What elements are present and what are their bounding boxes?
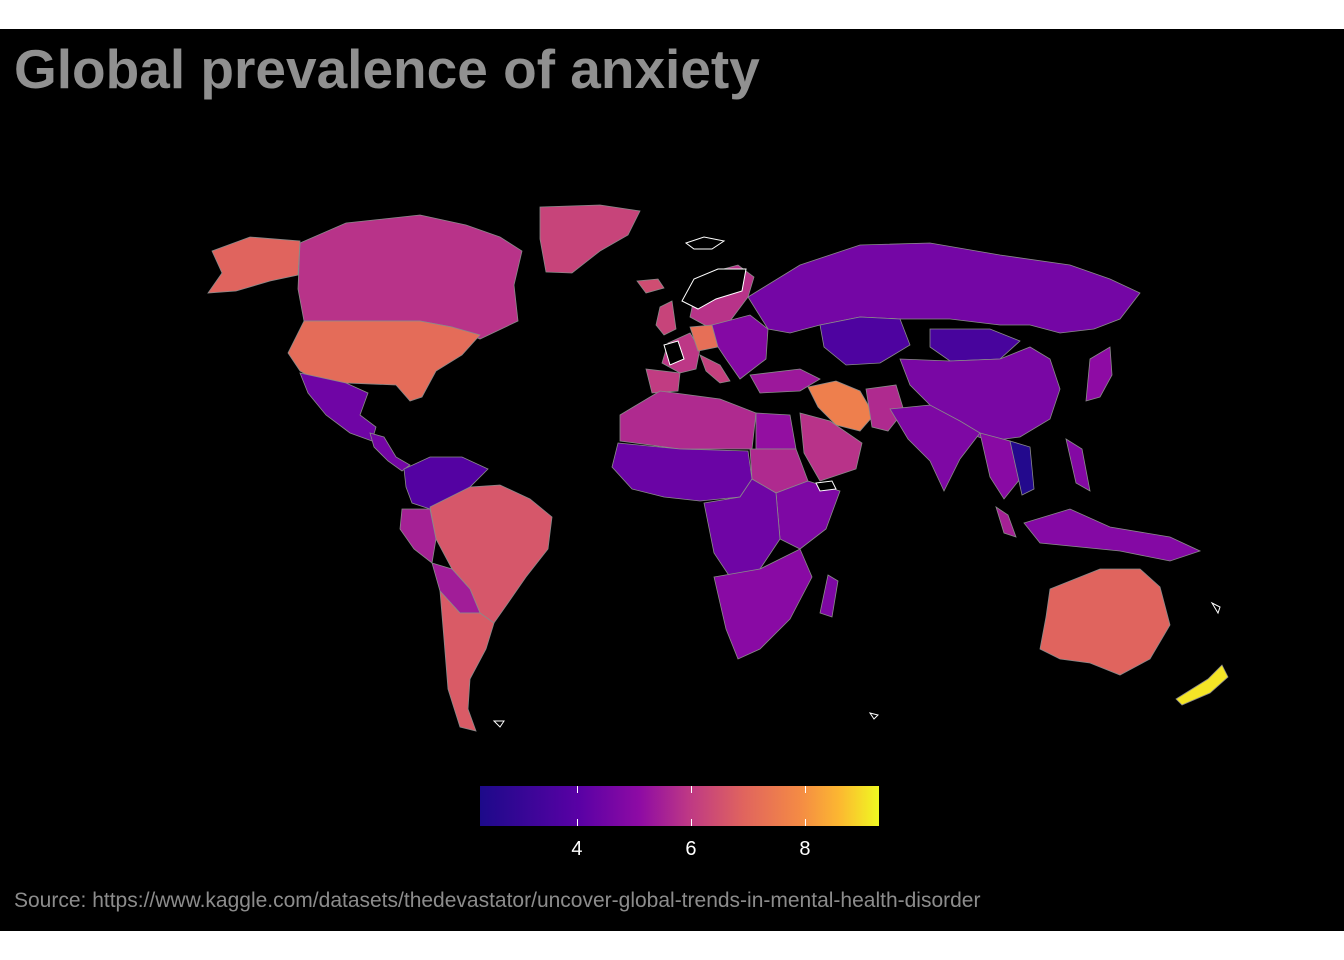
country-italy (699, 354, 731, 384)
country-egypt (755, 412, 797, 450)
color-legend: 4 6 8 (480, 786, 880, 866)
no-data-region (868, 712, 879, 720)
country-iran (807, 380, 875, 432)
no-data-region (492, 720, 505, 728)
country-madagascar (819, 574, 839, 618)
country-southern-africa (713, 548, 813, 660)
no-data-region (1210, 601, 1221, 615)
country-united-kingdom (655, 300, 677, 336)
country-turkey (749, 368, 821, 394)
country-southeast-asia (979, 432, 1021, 500)
legend-tick-label: 4 (571, 838, 583, 860)
country-indonesia (1023, 508, 1202, 562)
no-data-region (681, 268, 747, 310)
legend-tick (690, 786, 692, 826)
country-canada (297, 214, 523, 340)
country-west-africa (611, 442, 753, 502)
country-japan (1085, 346, 1113, 402)
no-data-region (663, 340, 685, 366)
world-map (207, 204, 1229, 732)
country-greenland (539, 204, 641, 274)
country-malaysia (995, 506, 1017, 538)
legend-tick-label: 8 (799, 838, 811, 860)
no-data-region (815, 480, 837, 492)
no-data-region (684, 236, 726, 250)
no-data-regions (492, 236, 1221, 728)
legend-tick (576, 786, 578, 826)
country-alaska (207, 236, 301, 294)
country-east-africa (775, 480, 841, 550)
country-regions (207, 204, 1229, 732)
legend-tick-label: 6 (685, 838, 697, 860)
page-title: Global prevalence of anxiety (14, 38, 760, 100)
country-kazakhstan (819, 316, 911, 366)
map-panel: Global prevalence of anxiety 4 6 8 Sourc… (0, 29, 1344, 931)
country-new-zealand (1175, 664, 1229, 706)
legend-gradient-bar (480, 786, 879, 826)
country-eastern-europe (711, 314, 769, 380)
country-iceland (636, 278, 665, 294)
country-russia (747, 242, 1141, 334)
country-argentina-chile (439, 589, 495, 732)
country-central-africa (703, 478, 781, 578)
country-philippines (1065, 438, 1091, 492)
country-north-africa (619, 390, 757, 450)
country-iberia (645, 368, 681, 394)
country-vietnam (1009, 440, 1035, 496)
country-afghanistan-pakistan (865, 384, 905, 432)
country-central-america (369, 432, 411, 472)
country-peru (399, 508, 437, 564)
country-arabian-peninsula (799, 412, 863, 482)
legend-tick (804, 786, 806, 826)
country-india (889, 404, 981, 492)
source-caption: Source: https://www.kaggle.com/datasets/… (14, 889, 981, 912)
country-australia (1039, 568, 1171, 676)
